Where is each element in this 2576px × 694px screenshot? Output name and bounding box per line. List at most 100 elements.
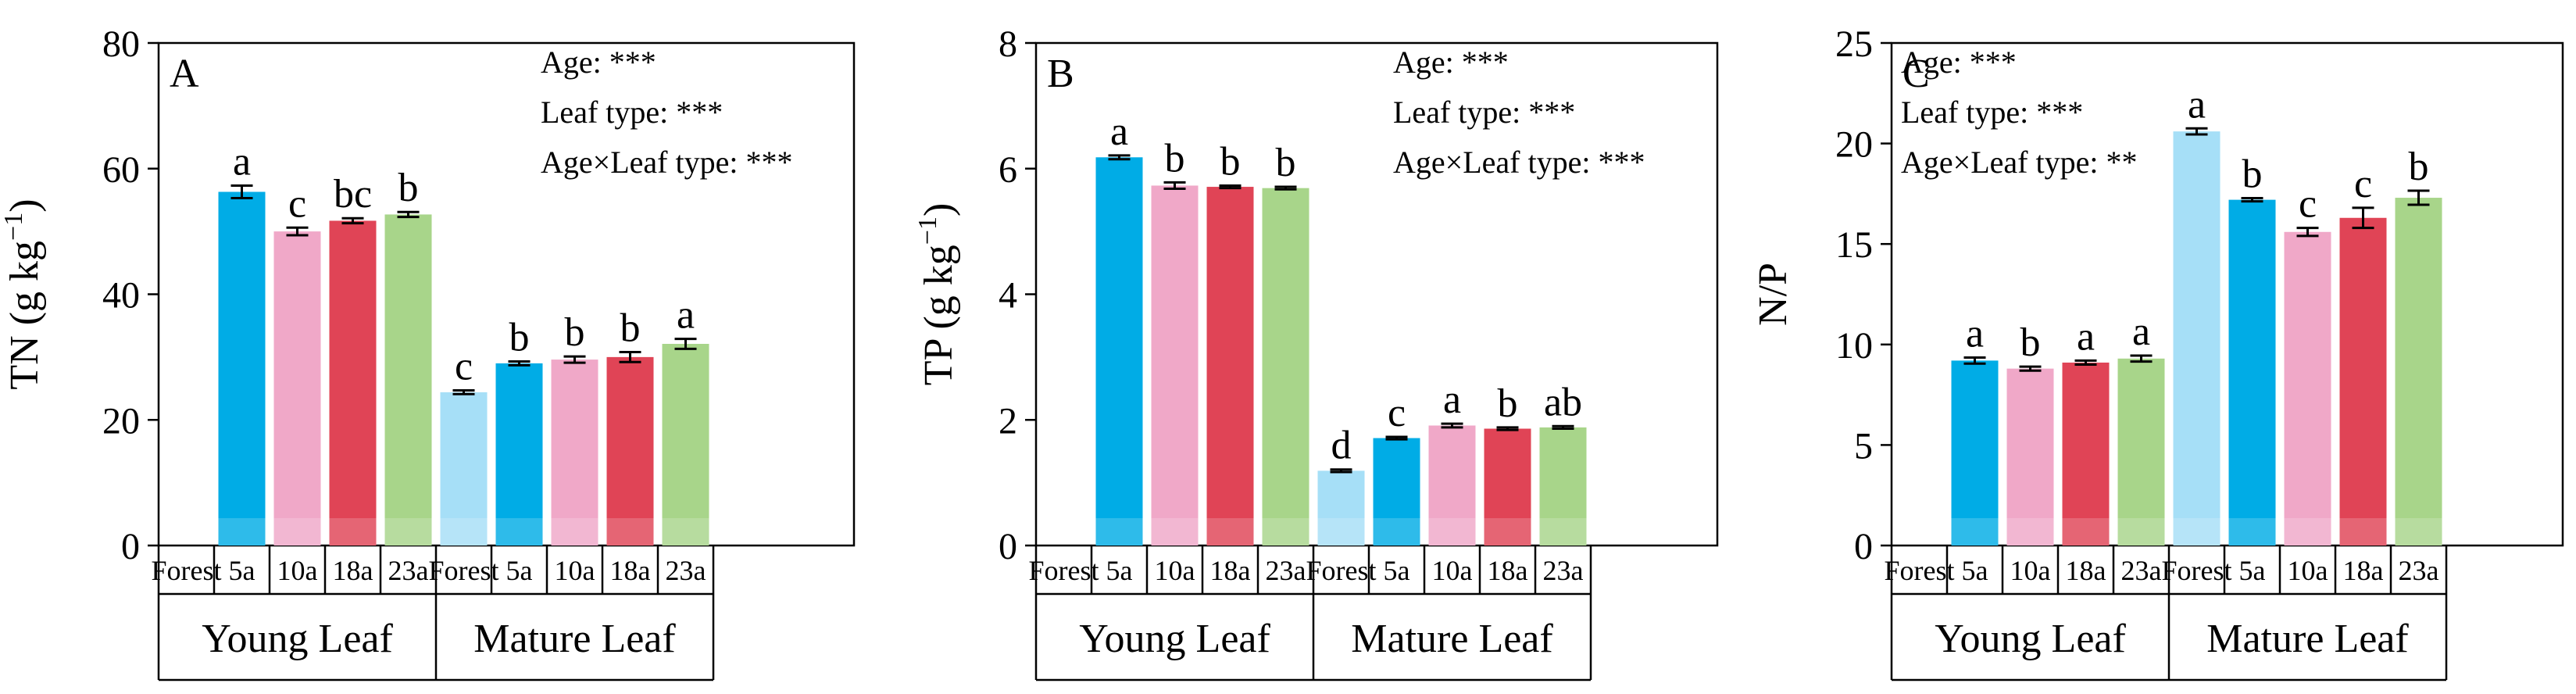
stat-annotation: Age×Leaf type: ** xyxy=(1901,145,2137,180)
significance-letter: a xyxy=(677,293,695,338)
panel-B: 0 2 4 6 8 TP (g kg−1) B Age: *** Leaf type: *** A… xyxy=(913,23,1719,681)
bar-base-band xyxy=(2228,518,2276,546)
bar-base-band xyxy=(662,518,709,546)
y-tick-label: 2 xyxy=(999,400,1017,442)
significance-letter: a xyxy=(1966,312,1984,356)
group-label: Mature Leaf xyxy=(2206,617,2409,661)
bar xyxy=(1428,425,1476,546)
category-label: 23a xyxy=(1543,555,1584,586)
category-label: 10a xyxy=(1155,555,1195,586)
stat-annotation: Age: *** xyxy=(1901,45,2017,80)
significance-letter: a xyxy=(1443,377,1461,422)
stat-annotation: Leaf type: *** xyxy=(1901,95,2083,130)
significance-letter: a xyxy=(2077,314,2095,359)
category-label: 18a xyxy=(1488,555,1528,586)
category-label: 5a xyxy=(1384,555,1410,586)
y-axis-label: N/P xyxy=(1751,263,1795,326)
bar xyxy=(2173,131,2221,546)
significance-letter: b xyxy=(2409,145,2429,189)
significance-letter: c xyxy=(288,181,306,226)
bar-base-band xyxy=(2284,518,2331,546)
category-label: 18a xyxy=(333,555,373,586)
bar xyxy=(662,343,709,546)
y-tick-label: 10 xyxy=(1835,325,1873,367)
bar xyxy=(1373,438,1420,546)
group-label: Young Leaf xyxy=(202,617,393,661)
y-tick-label: 60 xyxy=(102,149,140,191)
category-label: 10a xyxy=(2010,555,2051,586)
category-label: 18a xyxy=(2343,555,2384,586)
bar-base-band xyxy=(606,518,654,546)
bar xyxy=(273,231,321,546)
significance-letter: a xyxy=(233,139,251,184)
y-tick-label: 0 xyxy=(999,526,1017,567)
bar-base-band xyxy=(551,518,598,546)
y-tick-label: 5 xyxy=(1854,425,1873,467)
bar-base-band xyxy=(440,518,488,546)
category-label: 23a xyxy=(666,555,706,586)
group-label: Young Leaf xyxy=(1079,617,1270,661)
bar xyxy=(1951,360,1999,546)
stat-annotation: Age×Leaf type: *** xyxy=(541,145,792,180)
category-label: 5a xyxy=(1962,555,1988,586)
group-label: Mature Leaf xyxy=(473,617,676,661)
y-tick-label: 4 xyxy=(999,275,1017,317)
bar-base-band xyxy=(1151,518,1199,546)
bar-base-band xyxy=(495,518,543,546)
stat-annotation: Leaf type: *** xyxy=(1393,95,1575,130)
category-label: Forest xyxy=(1885,555,1955,586)
bar xyxy=(1206,187,1254,546)
bar-base-band xyxy=(2395,518,2442,546)
bar xyxy=(551,360,598,546)
y-tick-label: 0 xyxy=(1854,526,1873,567)
bar-base-band xyxy=(1539,518,1587,546)
bar xyxy=(2006,368,2054,546)
bar-base-band xyxy=(384,518,432,546)
significance-letter: b xyxy=(620,306,641,350)
stat-annotation: Age: *** xyxy=(1393,45,1509,80)
category-label: 10a xyxy=(1432,555,1473,586)
bar xyxy=(218,191,266,546)
category-label: 10a xyxy=(2288,555,2328,586)
group-label: Mature Leaf xyxy=(1351,617,1553,661)
category-label: Forest xyxy=(1029,555,1099,586)
panel-label: C xyxy=(1903,52,1930,96)
bar-base-band xyxy=(2006,518,2054,546)
bar-base-band xyxy=(1206,518,1254,546)
bar-base-band xyxy=(2173,518,2221,546)
panel-label: B xyxy=(1047,52,1074,96)
category-label: 18a xyxy=(1210,555,1251,586)
significance-letter: b xyxy=(509,316,530,360)
significance-letter: ab xyxy=(1544,380,1582,424)
category-label: 23a xyxy=(388,555,429,586)
significance-letter: c xyxy=(455,344,473,388)
significance-letter: b xyxy=(1220,139,1241,184)
bar-base-band xyxy=(2062,518,2110,546)
bar-base-band xyxy=(2117,518,2165,546)
category-label: Forest xyxy=(429,555,499,586)
category-label: 5a xyxy=(1106,555,1133,586)
significance-letter: d xyxy=(1331,424,1352,468)
category-label: Forest xyxy=(1306,555,1377,586)
significance-letter: bc xyxy=(334,172,372,216)
significance-letter: b xyxy=(1165,136,1185,181)
stat-annotation: Age×Leaf type: *** xyxy=(1393,145,1645,180)
y-axis-label: TP (g kg−1) xyxy=(913,203,961,386)
significance-letter: b xyxy=(398,166,419,210)
bar-base-band xyxy=(273,518,321,546)
y-tick-label: 80 xyxy=(102,23,140,65)
y-tick-label: 20 xyxy=(1835,124,1873,166)
y-tick-label: 20 xyxy=(102,400,140,442)
panel-A: 0 20 40 60 80 TN (g kg−1) A Age: *** Leaf type: … xyxy=(0,23,856,681)
significance-letter: c xyxy=(2354,162,2372,206)
bar xyxy=(384,214,432,546)
significance-letter: c xyxy=(2299,182,2317,227)
y-tick-label: 8 xyxy=(999,23,1017,65)
bar-base-band xyxy=(1262,518,1309,546)
category-label: 23a xyxy=(2121,555,2162,586)
bar-base-band xyxy=(2339,518,2387,546)
y-tick-label: 40 xyxy=(102,275,140,317)
significance-letter: b xyxy=(1276,141,1296,185)
